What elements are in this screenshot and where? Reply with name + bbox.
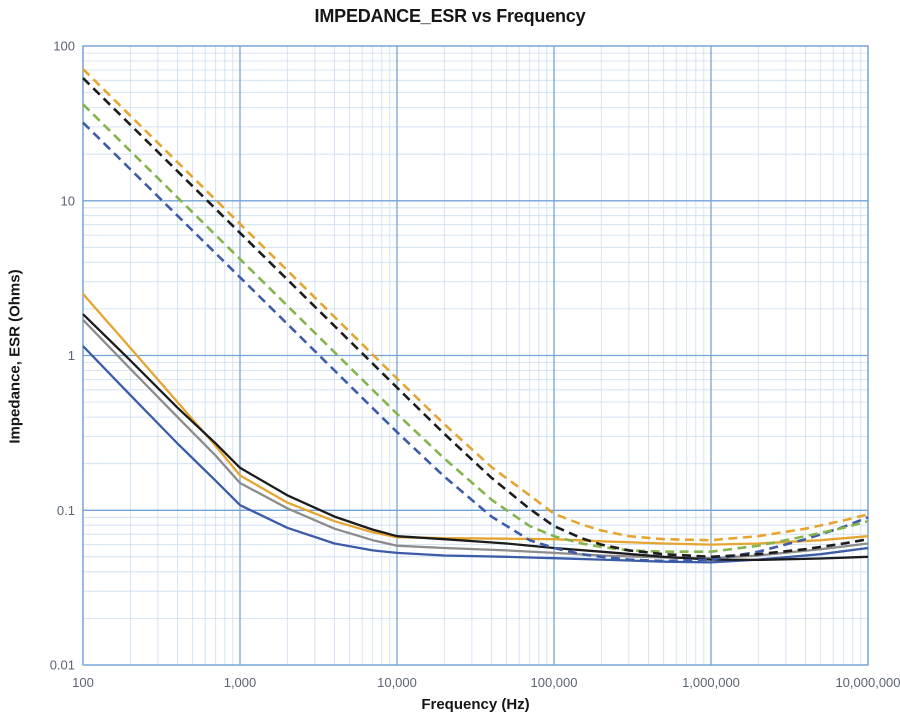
y-tick-label: 1 bbox=[68, 348, 75, 363]
curve-impedance-orange-dashed bbox=[82, 68, 869, 542]
x-tick-label: 1,000,000 bbox=[682, 675, 740, 690]
plot-border bbox=[82, 45, 869, 666]
x-tick-label: 100 bbox=[72, 675, 94, 690]
curve-esr-blue-solid bbox=[82, 345, 869, 564]
y-tick-label: 0.01 bbox=[50, 658, 75, 673]
x-axis-title: Frequency (Hz) bbox=[421, 696, 530, 713]
curve-esr-black-solid bbox=[82, 313, 869, 562]
y-tick-label: 100 bbox=[53, 39, 75, 54]
curve-impedance-blue-dashed bbox=[82, 121, 869, 563]
curves bbox=[82, 68, 869, 564]
x-tick-label: 1,000 bbox=[224, 675, 257, 690]
y-tick-label: 0.1 bbox=[57, 503, 75, 518]
curve-impedance-green-dashed bbox=[82, 103, 869, 553]
x-tick-label: 10,000 bbox=[377, 675, 417, 690]
y-tick-label: 10 bbox=[61, 193, 75, 208]
curve-impedance-black-dashed bbox=[82, 77, 869, 559]
x-tick-label: 100,000 bbox=[531, 675, 578, 690]
x-tick-label: 10,000,000 bbox=[835, 675, 900, 690]
chart-title: IMPEDANCE_ESR vs Frequency bbox=[314, 6, 586, 26]
curve-esr-yellow-solid bbox=[82, 293, 869, 546]
y-tick-labels: 100 10 1 0.1 0.01 bbox=[50, 39, 75, 673]
x-tick-labels: 100 1,000 10,000 100,000 1,000,000 10,000,000 bbox=[72, 675, 900, 690]
